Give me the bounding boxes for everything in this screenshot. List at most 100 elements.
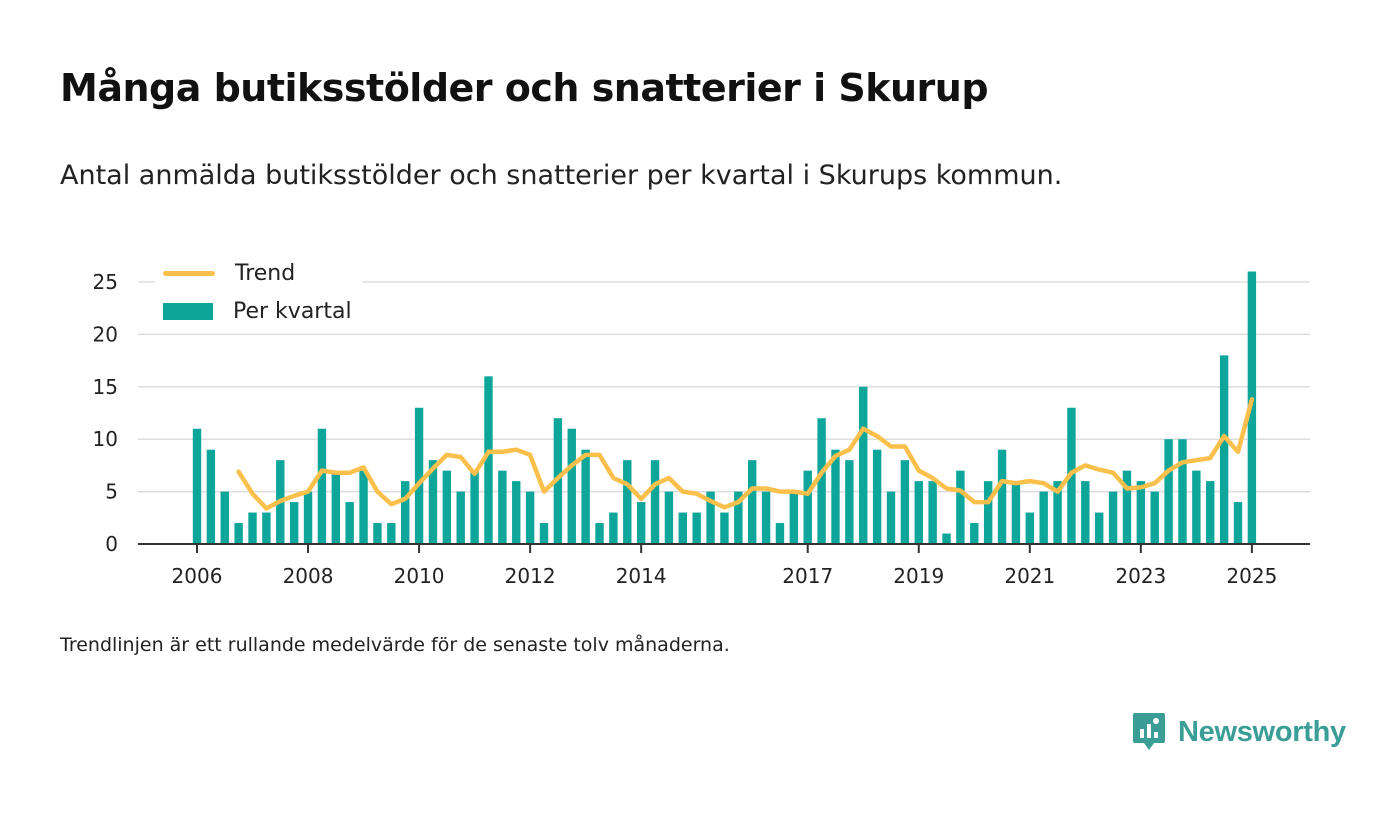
brand-name: Newsworthy: [1178, 715, 1346, 748]
bar: [220, 491, 229, 544]
bar: [1219, 355, 1229, 544]
bar: [414, 407, 424, 544]
x-axis-ticks: 2006 2008 2010 2012 2014 2017 2019 2021 2023 2025: [172, 544, 1277, 588]
bar: [900, 460, 910, 544]
bar: [817, 418, 826, 544]
y-axis-tick-labels: 0 5 10 15 20 25: [93, 270, 118, 556]
bar: [1095, 512, 1104, 544]
bar: [331, 470, 340, 544]
bar: [775, 523, 785, 544]
bar: [512, 481, 521, 544]
legend-label-trend: Trend: [235, 260, 296, 286]
bar: [623, 460, 632, 544]
bar: [1081, 481, 1090, 544]
bar: [1150, 491, 1159, 544]
bar: [498, 470, 507, 544]
x-tick-label: 2008: [283, 564, 334, 588]
bar: [248, 512, 257, 544]
bar: [970, 523, 979, 544]
bar: [872, 449, 882, 544]
x-tick-label: 2017: [782, 564, 833, 588]
bar: [581, 449, 590, 544]
bar: [442, 470, 452, 544]
bar: [192, 428, 202, 544]
bar: [289, 502, 299, 544]
bar: [387, 523, 396, 544]
bar: [1025, 512, 1034, 544]
x-tick-label: 2019: [893, 564, 944, 588]
bar: [761, 491, 771, 544]
bar: [831, 449, 840, 544]
bar: [484, 376, 493, 544]
bar: [206, 449, 216, 544]
bar: [692, 512, 701, 544]
bar: [1233, 502, 1243, 544]
bar: [664, 491, 674, 544]
bar: [914, 481, 923, 544]
bar: [525, 491, 535, 544]
legend-swatch-bars: [163, 302, 213, 320]
bar: [234, 523, 243, 544]
bar: [1122, 470, 1132, 544]
legend-item-trend: Trend: [163, 254, 352, 292]
legend-swatch-trend: [163, 270, 215, 276]
bar: [359, 470, 368, 544]
bar: [1053, 481, 1062, 544]
x-tick-label: 2006: [172, 564, 223, 588]
bar: [789, 491, 799, 544]
bar: [928, 481, 937, 544]
bar: [567, 428, 576, 544]
y-tick-label: 0: [105, 532, 118, 556]
bar: [1164, 439, 1173, 544]
bar: [734, 491, 743, 544]
chart-subtitle: Antal anmälda butiksstölder och snatteri…: [60, 160, 1063, 191]
bar: [859, 386, 868, 544]
bar: [1178, 439, 1187, 544]
y-tick-label: 25: [93, 270, 118, 294]
bar: [1011, 481, 1021, 544]
bar: [942, 533, 951, 544]
x-tick-label: 2023: [1115, 564, 1166, 588]
bar: [595, 523, 604, 544]
brand-logo[interactable]: Newsworthy: [1132, 712, 1346, 752]
x-tick-label: 2012: [505, 564, 556, 588]
bar: [345, 502, 354, 544]
legend-item-bars: Per kvartal: [163, 292, 352, 330]
bar: [428, 460, 438, 544]
chart-title: Många butiksstölder och snatterier i Sku…: [60, 66, 989, 110]
newsworthy-logo-icon: [1133, 713, 1165, 750]
bar: [997, 449, 1007, 544]
y-tick-label: 15: [93, 375, 118, 399]
x-tick-label: 2014: [616, 564, 667, 588]
bar: [401, 481, 410, 544]
y-tick-label: 20: [93, 322, 118, 346]
bar: [803, 470, 812, 544]
y-tick-label: 5: [105, 480, 118, 504]
bar: [650, 460, 660, 544]
bar: [456, 491, 465, 544]
bar: [609, 512, 618, 544]
legend: Trend Per kvartal: [155, 252, 362, 332]
x-tick-label: 2010: [394, 564, 445, 588]
bar: [1206, 481, 1215, 544]
trend-series: [236, 397, 1255, 511]
bar: [470, 470, 479, 544]
bar: [720, 512, 729, 544]
x-tick-label: 2025: [1226, 564, 1277, 588]
bar: [539, 523, 549, 544]
bar: [373, 523, 382, 544]
x-tick-label: 2021: [1004, 564, 1055, 588]
bar: [262, 512, 271, 544]
bar: [678, 512, 687, 544]
footnote: Trendlinjen är ett rullande medelvärde f…: [60, 634, 730, 656]
bar: [845, 460, 854, 544]
bar: [1039, 491, 1048, 544]
bar: [1108, 491, 1118, 544]
bar: [303, 491, 313, 544]
bar: [706, 491, 715, 544]
y-tick-label: 10: [93, 427, 118, 451]
bar: [886, 491, 896, 544]
legend-label-bars: Per kvartal: [233, 298, 352, 324]
bar: [1136, 481, 1146, 544]
